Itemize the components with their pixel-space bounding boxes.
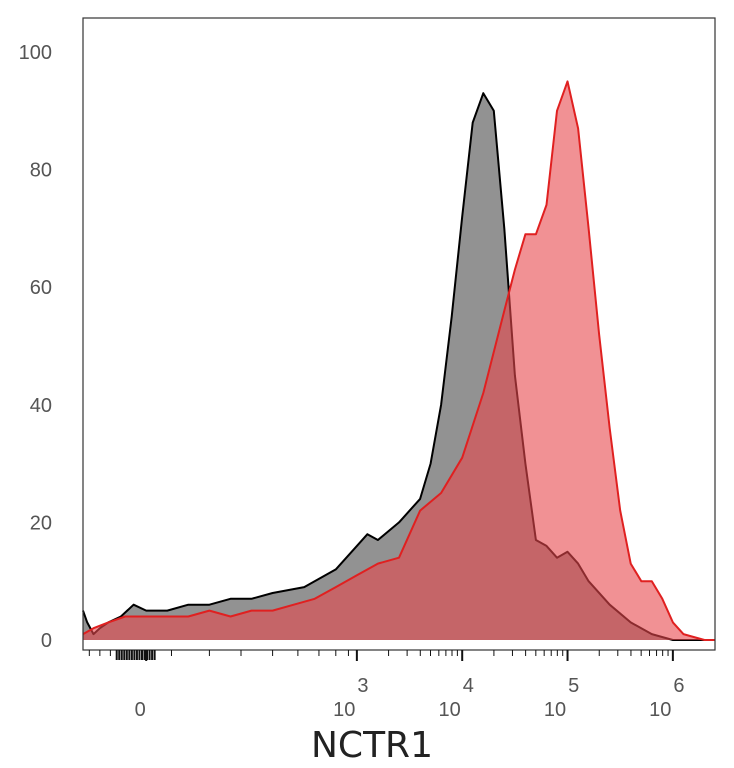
y-tick-label: 0 [41, 630, 52, 652]
y-tick-label: 40 [30, 395, 52, 417]
series-1-area [83, 93, 715, 640]
y-tick-label: 100 [19, 42, 52, 64]
x-axis: 0 103 104 105 106 [88, 650, 685, 721]
y-tick-label: 80 [30, 160, 52, 182]
x-tick-label: 0 [135, 699, 146, 721]
x-tick-label: 103 [333, 675, 368, 721]
series-2-area [83, 81, 715, 640]
x-tick-label: 105 [544, 675, 579, 721]
y-axis: 0 20 40 60 80 100 [19, 42, 52, 652]
x-axis-label: NCTR1 [311, 725, 433, 766]
plot-frame [82, 17, 716, 651]
y-tick-label: 20 [30, 512, 52, 534]
series-layer [82, 80, 715, 641]
x-tick-label: 106 [649, 675, 684, 721]
y-tick-label: 60 [30, 277, 52, 299]
series-2-line [82, 80, 715, 641]
x-tick-label: 104 [439, 675, 474, 721]
